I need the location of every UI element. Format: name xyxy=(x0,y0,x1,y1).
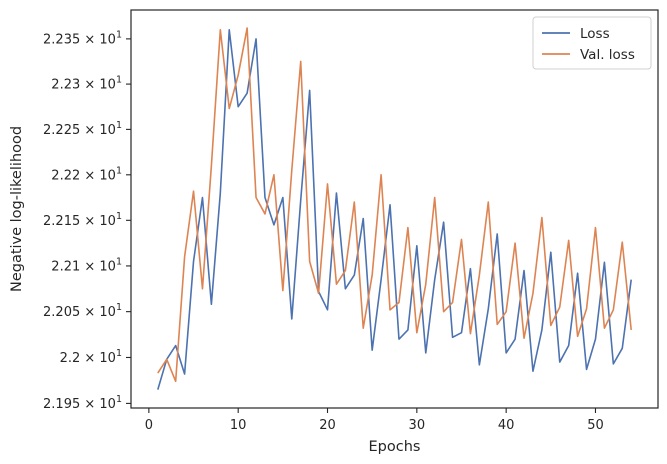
y-tick-label: 2.205 × 101 xyxy=(43,302,122,320)
x-tick-label: 50 xyxy=(587,418,604,433)
plot-frame xyxy=(130,9,659,409)
x-tick-label: 20 xyxy=(319,418,336,433)
legend-box xyxy=(532,16,652,70)
legend-label: Loss xyxy=(580,26,610,42)
y-tick-label: 2.235 × 101 xyxy=(43,29,122,47)
x-tick-label: 10 xyxy=(230,418,247,433)
x-tick-label: 0 xyxy=(145,418,153,433)
series-line-loss xyxy=(157,29,632,390)
y-axis-label: Negative log-likelihood xyxy=(9,126,25,292)
x-ticks: 0 10 20 30 40 50 xyxy=(145,408,604,433)
y-tick-label: 2.23 × 101 xyxy=(51,75,122,93)
y-tick-label: 2.195 × 101 xyxy=(43,394,122,412)
x-axis-label: Epochs xyxy=(369,439,421,455)
legend: Loss Val. loss xyxy=(532,16,652,70)
y-tick-label: 2.22 × 101 xyxy=(51,165,122,183)
series-line-val-loss xyxy=(157,27,632,383)
y-tick-label: 2.2 × 101 xyxy=(60,348,122,366)
y-tick-label: 2.215 × 101 xyxy=(43,211,122,229)
x-tick-label: 40 xyxy=(498,418,515,433)
y-tick-label: 2.21 × 101 xyxy=(51,256,122,274)
legend-label: Val. loss xyxy=(580,47,635,63)
y-tick-label: 2.225 × 101 xyxy=(43,120,122,138)
series-lines xyxy=(157,27,632,390)
x-tick-label: 30 xyxy=(409,418,426,433)
y-ticks: 2.195 × 101 2.2 × 101 2.205 × 101 2.21 × 10… xyxy=(43,29,131,412)
